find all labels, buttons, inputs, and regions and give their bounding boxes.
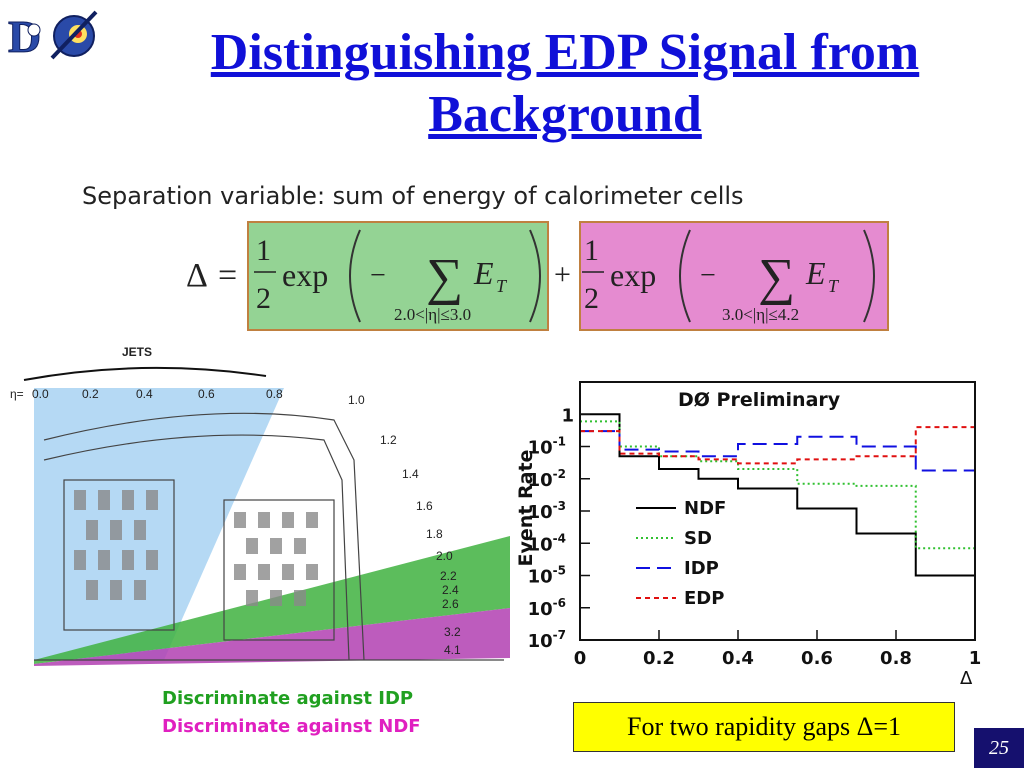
legend-label-sd: SD — [684, 528, 712, 549]
rapidity-gap-note: For two rapidity gaps Δ=1 — [573, 702, 955, 752]
eta-label: η= — [10, 387, 24, 401]
delta-symbol: Δ — [186, 257, 208, 294]
eta-2.6: 2.6 — [442, 597, 459, 611]
exp-2: exp — [610, 257, 656, 293]
series-sd-line — [580, 420, 975, 550]
exp-1: exp — [282, 257, 328, 293]
legend-label-ndf: NDF — [684, 498, 726, 519]
eta-4.1: 4.1 — [444, 643, 461, 657]
x-tick-label: 0.6 — [801, 648, 833, 669]
y-tick-label: 10-6 — [528, 596, 566, 620]
jets-label: JETS — [122, 345, 152, 359]
legend-label-edp: EDP — [684, 588, 724, 609]
series-edp-line — [580, 426, 975, 465]
eta-0.0: 0.0 — [32, 387, 49, 401]
page-number: 25 — [974, 728, 1024, 768]
sum-2: ∑ — [758, 249, 795, 306]
equals-sign: = — [218, 257, 237, 294]
y-tick-label: 10-4 — [528, 531, 566, 555]
x-tick-label: 0.8 — [880, 648, 912, 669]
delta-formula: Δ = 1 2 exp − ∑ E T 2.0<|η|≤3.0 + 1 2 ex… — [186, 221, 889, 331]
et-e-2: E — [805, 255, 826, 291]
y-tick-label: 10-5 — [528, 564, 566, 588]
eta-2.4: 2.4 — [442, 583, 459, 597]
plus-sign: + — [554, 258, 571, 291]
y-tick-label: 10-2 — [528, 467, 566, 491]
eta-2.0: 2.0 — [436, 549, 453, 563]
sum-1: ∑ — [426, 249, 463, 306]
eta-1.2: 1.2 — [380, 433, 397, 447]
series-idp-line — [580, 430, 975, 472]
legend-idp: Discriminate against IDP — [162, 688, 414, 709]
eta-1.0: 1.0 — [348, 393, 365, 407]
et-t-1: T — [496, 276, 508, 296]
legend-ndf: Discriminate against NDF — [162, 716, 421, 737]
eta-2.2: 2.2 — [440, 569, 457, 583]
event-rate-chart: 0 0.2 0.4 0.6 0.8 1 1 10-1 10-2 10-3 10-4 10-5 10-6 1… — [510, 368, 1000, 698]
green-formula-box — [247, 221, 549, 331]
minus-1: − — [370, 260, 386, 291]
title-line-1: Distinguishing EDP Signal from — [210, 24, 920, 81]
page-title: Distinguishing EDP Signal from Backgroun… — [110, 22, 1020, 146]
eta-1.6: 1.6 — [416, 499, 433, 513]
svg-text:D: D — [8, 11, 41, 62]
legend-label-idp: IDP — [684, 558, 719, 579]
sum-range-2: 3.0<|η|≤4.2 — [722, 305, 799, 324]
sum-range-1: 2.0<|η|≤3.0 — [394, 305, 471, 324]
fraction-den-1: 2 — [256, 282, 271, 315]
y-tick-label: 10-3 — [528, 499, 566, 523]
chart-ylabel: Event Rate — [515, 450, 537, 567]
eta-0.2: 0.2 — [82, 387, 99, 401]
detector-diagram: JETS η= 0.0 0.2 0.4 0.6 0.8 1.0 1.2 1.4 … — [4, 340, 510, 680]
ndf-region — [34, 608, 510, 666]
eta-1.8: 1.8 — [426, 527, 443, 541]
y-tick-label: 10-1 — [528, 435, 566, 459]
x-tick-label: 1 — [969, 648, 982, 669]
eta-0.6: 0.6 — [198, 387, 215, 401]
subtitle: Separation variable: sum of energy of ca… — [82, 182, 744, 210]
et-t-2: T — [828, 276, 840, 296]
series-ndf-line — [580, 413, 975, 577]
fraction-num-1: 1 — [256, 234, 271, 267]
eta-0.8: 0.8 — [266, 387, 283, 401]
y-tick-label: 1 — [561, 405, 574, 426]
y-tick-label: 10-7 — [528, 628, 566, 652]
et-e-1: E — [473, 255, 494, 291]
d0-logo: D — [4, 6, 112, 66]
eta-3.2: 3.2 — [444, 625, 461, 639]
pink-formula-box — [579, 221, 889, 331]
x-tick-label: 0.4 — [722, 648, 754, 669]
fraction-den-2: 2 — [584, 282, 599, 315]
fraction-num-2: 1 — [584, 234, 599, 267]
x-tick-label: 0.2 — [643, 648, 675, 669]
title-line-2: Background — [428, 86, 702, 143]
eta-0.4: 0.4 — [136, 387, 153, 401]
eta-1.4: 1.4 — [402, 467, 419, 481]
minus-2: − — [700, 260, 716, 291]
chart-xlabel: Δ — [960, 668, 973, 689]
chart-title: DØ Preliminary — [678, 389, 841, 411]
x-tick-label: 0 — [574, 648, 587, 669]
